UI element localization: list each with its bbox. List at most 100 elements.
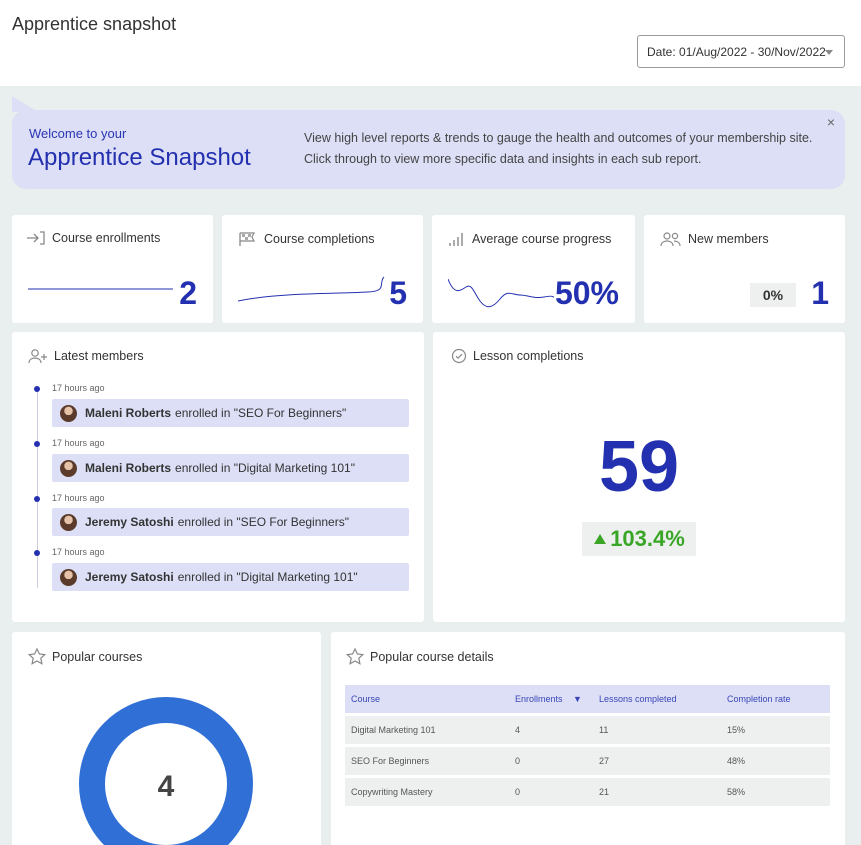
completions-value: 5 (389, 275, 407, 311)
welcome-title: Apprentice Snapshot (28, 144, 251, 171)
popular-courses-donut[interactable] (78, 696, 254, 845)
card-header: Average course progress (448, 231, 611, 247)
member-name: Maleni Roberts (85, 406, 172, 420)
cell-course: Copywriting Mastery (345, 778, 509, 806)
welcome-subtitle: Welcome to your (29, 126, 127, 141)
card-header: Latest members (28, 348, 144, 364)
progress-value: 50% (554, 275, 619, 311)
card-header: Course completions (238, 231, 374, 247)
timeline-line (37, 388, 38, 588)
star-icon (346, 648, 364, 665)
avatar (60, 513, 77, 531)
timeline-time: 17 hours ago (52, 438, 105, 448)
card-header: New members (660, 231, 769, 247)
card-label: Course enrollments (52, 231, 161, 245)
check-circle-icon (451, 348, 467, 364)
popular-courses-card: Popular courses 4 (12, 632, 321, 845)
card-header: Lesson completions (451, 348, 583, 364)
cell-course: SEO For Beginners (345, 747, 509, 775)
progress-sparkline (448, 278, 555, 308)
member-activity-item[interactable]: Maleni Roberts enrolled in "SEO For Begi… (52, 399, 409, 427)
new-members-change-badge: 0% (750, 283, 796, 307)
enrollments-value: 2 (179, 275, 197, 311)
cell-lessons: 27 (593, 747, 721, 775)
member-name: Jeremy Satoshi (85, 570, 174, 584)
avatar (60, 404, 77, 422)
checkered-flag-icon (239, 232, 255, 246)
close-icon[interactable]: × (826, 114, 835, 130)
timeline-time: 17 hours ago (52, 547, 105, 557)
column-header-label: Enrollments (515, 694, 563, 704)
card-header: Course enrollments (26, 231, 160, 245)
caret-down-icon (825, 50, 833, 55)
welcome-line-2: Click through to view more specific data… (304, 152, 702, 166)
donut-center-value: 4 (157, 770, 175, 803)
avatar (60, 459, 77, 477)
column-header-lessons[interactable]: Lessons completed (593, 685, 721, 713)
timeline-time: 17 hours ago (52, 493, 105, 503)
enter-arrow-icon (27, 231, 45, 245)
member-activity-text: enrolled in "Digital Marketing 101" (175, 461, 355, 475)
cell-rate: 15% (721, 716, 830, 744)
new-members-value: 1 (811, 275, 829, 311)
card-title: Lesson completions (473, 349, 584, 363)
course-completions-card[interactable]: Course completions 5 (222, 215, 423, 323)
lesson-completions-change: 103.4% (582, 522, 696, 556)
card-label: Average course progress (472, 232, 612, 246)
enrollments-sparkline (28, 288, 173, 290)
card-title: Latest members (54, 349, 144, 363)
lesson-completions-card[interactable]: Lesson completions 59 103.4% (433, 332, 845, 622)
cell-lessons: 11 (593, 716, 721, 744)
member-activity-item[interactable]: Jeremy Satoshi enrolled in "Digital Mark… (52, 563, 409, 591)
average-progress-card[interactable]: Average course progress 50% (432, 215, 635, 323)
timeline-dot (34, 386, 40, 392)
timeline-dot (34, 441, 40, 447)
cell-enrollments: 4 (509, 716, 593, 744)
timeline-time: 17 hours ago (52, 383, 105, 393)
card-label: New members (688, 232, 769, 246)
cell-course: Digital Marketing 101 (345, 716, 509, 744)
column-header-course[interactable]: Course (345, 685, 509, 713)
member-name: Jeremy Satoshi (85, 515, 174, 529)
column-header-rate[interactable]: Completion rate (721, 685, 830, 713)
welcome-banner: Welcome to your Apprentice Snapshot View… (12, 110, 845, 189)
new-members-card[interactable]: New members 0% 1 (644, 215, 845, 323)
card-title: Popular course details (370, 649, 494, 664)
date-range-label: Date: 01/Aug/2022 - 30/Nov/2022 (647, 44, 826, 59)
welcome-description: View high level reports & trends to gaug… (304, 128, 824, 170)
lesson-completions-value: 59 (598, 427, 680, 507)
member-activity-text: enrolled in "SEO For Beginners" (177, 515, 349, 529)
cell-rate: 58% (721, 778, 830, 806)
member-activity-text: enrolled in "Digital Marketing 101" (177, 570, 358, 584)
users-icon (660, 232, 681, 247)
change-value: 103.4% (610, 526, 685, 551)
member-activity-item[interactable]: Jeremy Satoshi enrolled in "SEO For Begi… (52, 508, 409, 536)
member-name: Maleni Roberts (85, 461, 172, 475)
member-activity-text: enrolled in "SEO For Beginners" (175, 406, 347, 420)
table-header-row: Course Enrollments ▼ Lessons completed C… (345, 685, 830, 713)
page-title: Apprentice snapshot (12, 14, 177, 34)
cell-rate: 48% (721, 747, 830, 775)
cell-enrollments: 0 (509, 778, 593, 806)
cell-enrollments: 0 (509, 747, 593, 775)
star-icon (28, 648, 46, 665)
arrow-up-icon (594, 534, 607, 544)
course-enrollments-card[interactable]: Course enrollments 2 (12, 215, 213, 323)
table-row[interactable]: Digital Marketing 101 4 11 15% (345, 716, 830, 744)
sort-down-icon[interactable]: ▼ (573, 694, 582, 704)
cell-lessons: 21 (593, 778, 721, 806)
timeline-dot (34, 496, 40, 502)
date-range-select[interactable]: Date: 01/Aug/2022 - 30/Nov/2022 (637, 35, 845, 68)
course-details-table: Course Enrollments ▼ Lessons completed C… (345, 682, 830, 809)
avatar (60, 568, 77, 586)
table-row[interactable]: Copywriting Mastery 0 21 58% (345, 778, 830, 806)
welcome-line-1: View high level reports & trends to gaug… (304, 131, 813, 145)
member-activity-item[interactable]: Maleni Roberts enrolled in "Digital Mark… (52, 454, 409, 482)
timeline-dot (34, 550, 40, 556)
card-header: Popular course details (346, 648, 494, 665)
table-row[interactable]: SEO For Beginners 0 27 48% (345, 747, 830, 775)
completions-sparkline (238, 276, 385, 302)
card-label: Course completions (264, 232, 375, 246)
bar-chart-icon (449, 233, 463, 246)
column-header-enrollments[interactable]: Enrollments ▼ (509, 685, 593, 713)
